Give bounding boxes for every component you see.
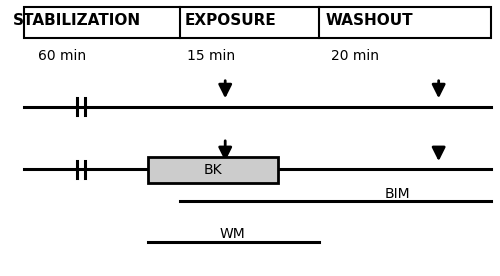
Text: WASHOUT: WASHOUT: [326, 13, 413, 28]
Text: 60 min: 60 min: [38, 49, 86, 63]
Text: 20 min: 20 min: [330, 49, 378, 63]
Text: BIM: BIM: [385, 187, 410, 201]
FancyBboxPatch shape: [148, 157, 278, 183]
Text: STABILIZATION: STABILIZATION: [12, 13, 140, 28]
Text: WM: WM: [220, 227, 246, 241]
Text: BK: BK: [204, 163, 223, 177]
Text: EXPOSURE: EXPOSURE: [184, 13, 276, 28]
Text: 15 min: 15 min: [187, 49, 235, 63]
FancyBboxPatch shape: [24, 7, 492, 38]
